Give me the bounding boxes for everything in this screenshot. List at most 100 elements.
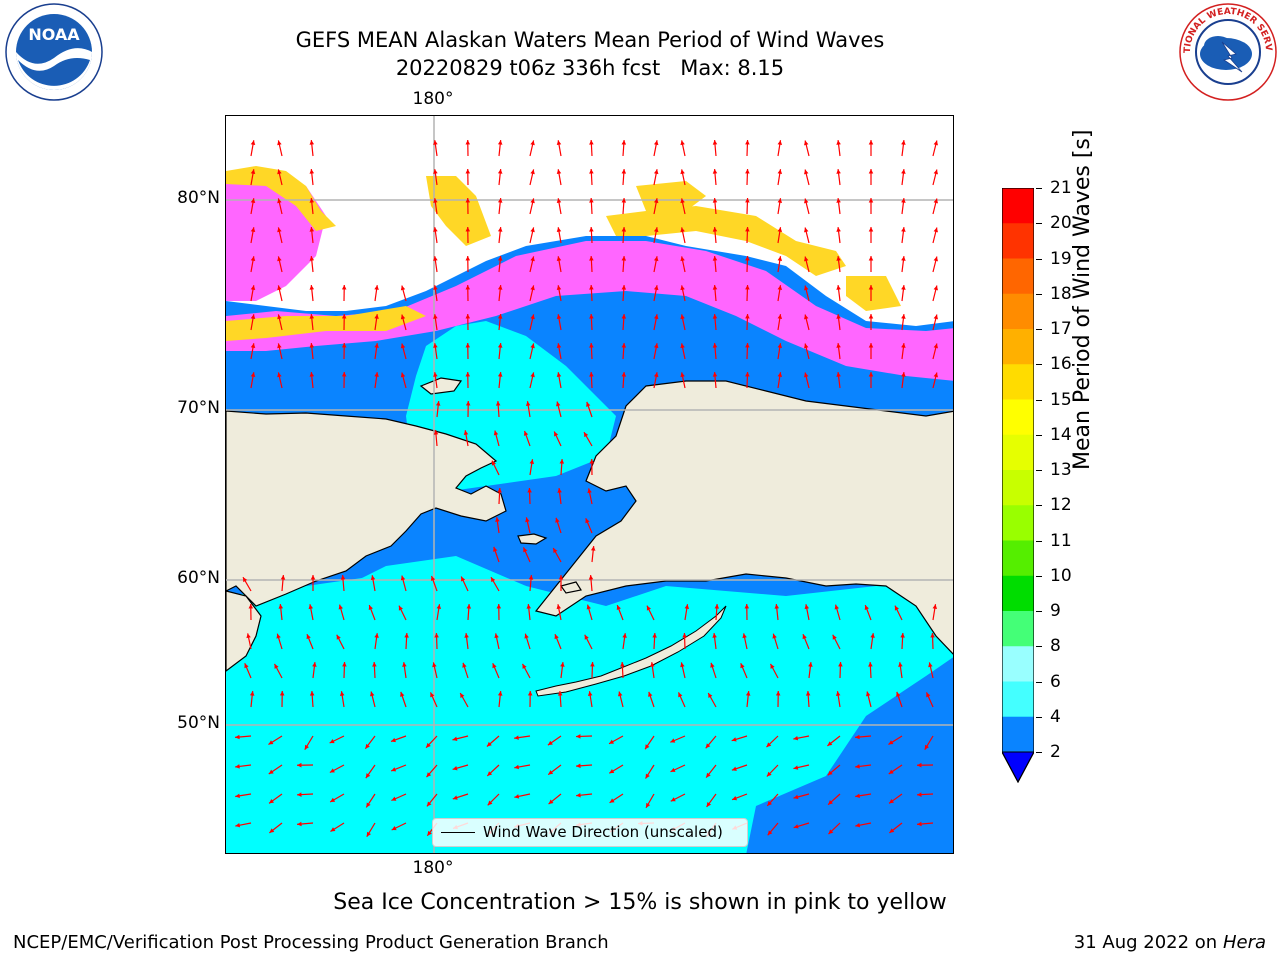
wind-wave-arrowhead [277,343,282,349]
wind-wave-arrowhead [370,691,375,697]
wind-wave-arrowhead [555,517,560,523]
sea-ice-yellow-4 [846,276,901,311]
wind-wave-arrowhead [556,401,561,407]
wind-wave-arrowhead [548,799,554,805]
wind-wave-arrowhead [243,577,248,583]
wind-wave-arrowhead [793,765,799,770]
wind-wave-arrowhead [466,604,472,609]
colorbar-tick-mark [1036,188,1042,189]
colorbar-tick-mark [1036,540,1042,542]
wind-wave-arrowhead [621,256,627,261]
colorbar-segment [1002,434,1034,471]
wind-wave-arrowhead [527,488,532,493]
wind-wave-arrowhead [933,256,938,262]
colorbar-tick-mark [1036,646,1042,648]
wind-wave-arrowhead [645,744,650,750]
colorbar-label: Mean Period of Wind Waves [s] [1070,129,1095,470]
wind-wave-arrowhead [274,663,279,669]
colorbar-tick-mark [1036,681,1042,683]
colorbar-tick-label: 9 [1050,601,1061,621]
wind-wave-arrowhead [804,140,809,146]
nws-logo: NATIONAL WEATHER SERVICE [1174,0,1278,102]
wind-wave-arrowhead [427,830,432,836]
wind-wave-arrowhead [777,140,783,145]
wind-wave-arrowhead [339,691,345,696]
wind-wave-arrowhead [870,633,875,638]
wind-wave-arrowhead [777,314,783,319]
wind-wave-arrowhead [901,372,906,377]
wind-wave-arrowhead [341,343,347,348]
wind-wave-arrowhead [452,736,458,741]
wind-wave-arrowhead [933,314,938,320]
wind-wave-arrowhead [653,198,659,204]
wind-wave-arrowhead [452,766,458,771]
wind-wave-arrowhead [491,460,496,466]
land-wrangel [419,377,463,395]
wind-wave-arrowhead [309,198,315,203]
chart-title: GEFS MEAN Alaskan Waters Mean Period of … [295,28,885,52]
wind-wave-arrowhead [680,198,685,204]
wind-wave-arrowhead [465,198,471,203]
wind-wave-arrowhead [609,739,615,744]
wind-wave-arrowhead [714,604,720,609]
wind-wave-arrowhead [433,140,438,145]
wind-wave-arrowhead [836,198,841,203]
wind-wave-arrowhead [487,800,493,806]
wind-wave-arrowhead [777,198,783,203]
wind-wave-arrowhead [868,285,874,290]
wind-wave-arrowhead [277,198,282,204]
wind-wave-arrowhead [514,764,520,770]
wind-wave-arrowhead [744,604,750,609]
sea-ice-yellow-2 [426,176,491,246]
colorbar-segment [1002,611,1034,647]
wind-wave-arrowhead [804,343,809,349]
wind-wave-arrowhead [805,691,811,696]
wind-wave-arrowhead [616,605,621,611]
wind-wave-arrowhead [404,633,409,638]
chart-subtitle: 20220829 t06z 336h fcst Max: 8.15 [395,56,785,80]
wind-wave-arrowhead [465,314,471,319]
wind-wave-arrowhead [374,633,379,638]
wind-wave-arrowhead [772,633,777,639]
wind-wave-arrowhead [400,285,406,291]
wind-wave-arrowhead [465,401,471,406]
wind-wave-arrowhead [398,605,403,611]
wind-wave-arrowhead [933,169,938,175]
wind-wave-arrowhead [306,634,311,640]
wind-wave-arrowhead [527,691,533,696]
map-panel [225,115,954,854]
colorbar-tick-mark [1036,223,1042,225]
colorbar-tick-label: 15 [1050,389,1072,410]
wind-wave-arrowhead [712,256,718,261]
wind-wave-arrowhead [793,794,799,800]
colorbar-tick-label: 14 [1050,424,1072,445]
wind-wave-arrowhead [524,633,529,639]
arctic-no-data [226,116,953,326]
wind-wave-arrowhead [670,767,676,772]
wind-wave-arrowhead [309,227,315,232]
wind-wave-arrowhead [777,256,783,261]
wind-wave-arrowhead [855,764,860,769]
wind-wave-arrowhead [557,691,563,696]
wind-wave-arrowhead [244,663,249,669]
wind-wave-arrowhead [487,771,493,776]
wind-wave-arrowhead [706,772,711,778]
wind-wave-arrowhead [309,256,315,261]
colorbar [1001,187,1035,784]
wind-wave-arrowhead [277,140,282,146]
wind-wave-arrowhead [828,829,834,835]
wind-wave-arrowhead [589,459,595,464]
colorbar-tick-label: 12 [1050,495,1072,516]
wind-wave-arrowhead [766,742,772,748]
wind-wave-arrowhead [400,314,406,320]
wind-wave-arrowhead [430,692,435,698]
wind-wave-arrowhead [365,743,370,749]
wind-wave-arrowhead [712,227,718,232]
colorbar-tick-mark [1036,364,1042,366]
wind-wave-arrowhead [804,256,809,262]
colorbar-tick-label: 6 [1050,671,1061,692]
wind-wave-arrowhead [330,797,336,802]
colorbar-tick-label: 21 [1050,178,1072,198]
wind-wave-arrowhead [556,198,562,204]
wind-wave-arrowhead [793,735,799,741]
